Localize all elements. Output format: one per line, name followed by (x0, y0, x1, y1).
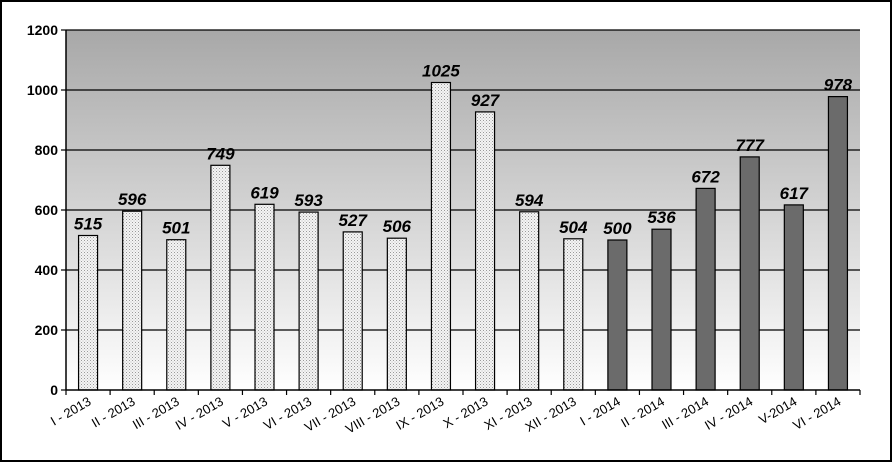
data-label: 593 (294, 191, 323, 210)
x-tick-label: I - 2013 (48, 394, 94, 429)
data-label: 504 (559, 218, 588, 237)
data-label: 596 (118, 190, 147, 209)
y-tick-label: 800 (35, 142, 59, 158)
x-tick-label: XII - 2013 (522, 394, 578, 435)
bar (77, 234, 99, 391)
bar (474, 111, 496, 391)
data-label: 594 (515, 191, 544, 210)
x-tick-label: VI - 2014 (790, 394, 843, 433)
bars (65, 81, 849, 395)
bar (607, 239, 628, 391)
data-label: 927 (471, 91, 501, 110)
y-tick-label: 200 (35, 322, 59, 338)
bar (695, 187, 716, 391)
data-label: 515 (74, 215, 103, 234)
data-label: 527 (339, 211, 369, 230)
x-tick-label: IV - 2014 (702, 394, 755, 433)
data-label: 501 (162, 219, 190, 238)
bar (210, 164, 231, 391)
x-tick-label: IV - 2013 (173, 394, 226, 433)
bar (651, 228, 672, 391)
x-tick-label: IX - 2013 (393, 394, 446, 433)
x-tick-label: III - 2013 (130, 394, 182, 433)
bar (166, 239, 187, 391)
y-tick-label: 600 (35, 202, 59, 218)
bar (430, 81, 452, 391)
x-tick-label: II - 2014 (618, 394, 667, 431)
x-tick-label: X - 2013 (440, 394, 490, 432)
axes (65, 30, 861, 395)
data-label: 617 (780, 184, 810, 203)
data-label: 619 (250, 183, 279, 202)
gridlines (61, 29, 860, 391)
bar (122, 210, 143, 391)
data-label: 1025 (422, 62, 460, 81)
bar (386, 237, 407, 391)
bar (254, 203, 275, 391)
bar (519, 211, 540, 391)
y-tick-label: 1000 (27, 82, 58, 98)
x-tick-label: I - 2014 (577, 394, 623, 429)
data-label: 500 (603, 219, 632, 238)
data-label: 777 (736, 136, 766, 155)
x-tick-label: II - 2013 (89, 394, 138, 431)
data-label: 978 (824, 76, 853, 95)
data-labels: 515 596 501 749 619 593 527 506 1025 927 594 504 500… (74, 62, 853, 239)
bar (783, 204, 804, 391)
data-label: 749 (206, 144, 235, 163)
bar (827, 95, 849, 391)
data-label: 672 (691, 167, 720, 186)
data-label: 506 (383, 217, 412, 236)
bar (739, 156, 760, 391)
bar (563, 238, 584, 391)
data-label: 536 (647, 208, 676, 227)
y-tick-label: 1200 (27, 22, 58, 38)
y-tick-label: 400 (35, 262, 59, 278)
y-tick-labels: 0 200 400 600 800 1000 1200 (27, 22, 58, 398)
x-tick-label: V - 2013 (220, 394, 270, 432)
y-tick-label: 0 (50, 382, 58, 398)
bar (342, 231, 363, 391)
bar (298, 211, 319, 391)
x-tick-label: III - 2014 (659, 394, 711, 433)
